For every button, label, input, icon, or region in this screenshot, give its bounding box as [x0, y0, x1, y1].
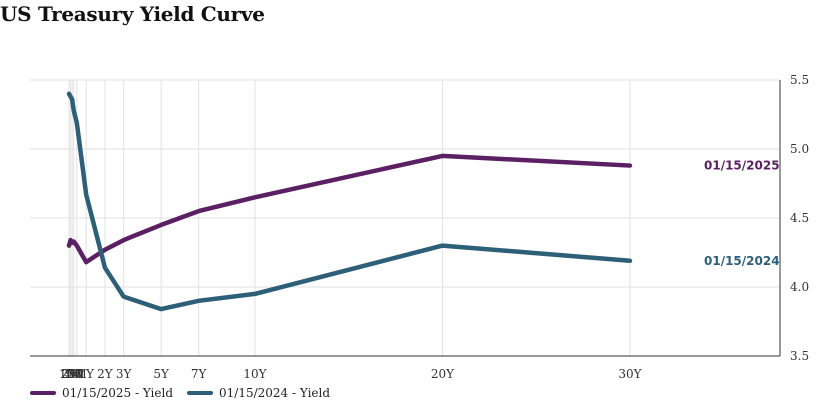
y-tick-label: 3.5 [790, 349, 809, 363]
x-tick-label: 6M [67, 367, 87, 381]
chart-title: US Treasury Yield Curve [0, 2, 265, 26]
chart-legend: 01/15/2025 - Yield 01/15/2024 - Yield [30, 386, 344, 400]
series-line-0 [66, 153, 633, 265]
series-end-label-1: 01/15/2024 [704, 254, 780, 268]
series-end-label-0: 01/15/2025 [704, 159, 780, 173]
legend-item-2024[interactable]: 01/15/2024 - Yield [187, 386, 330, 400]
legend-label-2024: 01/15/2024 - Yield [219, 386, 331, 400]
x-tick-label: 2M [61, 367, 81, 381]
y-tick-label: 5.5 [790, 73, 809, 87]
x-tick-label: 3Y [116, 367, 133, 381]
legend-item-2025[interactable]: 01/15/2025 - Yield [30, 386, 173, 400]
x-tick-label: 2Y [97, 367, 114, 381]
x-tick-label: 30Y [618, 367, 642, 381]
x-tick-label: 20Y [431, 367, 455, 381]
y-tick-label: 4.5 [790, 211, 809, 225]
x-tick-label: 1Y [78, 367, 95, 381]
legend-label-2025: 01/15/2025 - Yield [62, 386, 174, 400]
series-line-1 [66, 91, 633, 312]
x-tick-label: 5Y [153, 367, 170, 381]
legend-swatch-2025 [30, 391, 56, 395]
legend-swatch-2024 [187, 391, 214, 395]
x-tick-label: 4M [64, 367, 84, 381]
x-tick-label: 10Y [243, 367, 267, 381]
x-tick-label: 7Y [191, 367, 208, 381]
x-tick-label: 3M [62, 367, 82, 381]
y-tick-label: 5.0 [790, 142, 809, 156]
x-tick-label: 1M [59, 367, 79, 381]
y-tick-label: 4.0 [790, 280, 809, 294]
